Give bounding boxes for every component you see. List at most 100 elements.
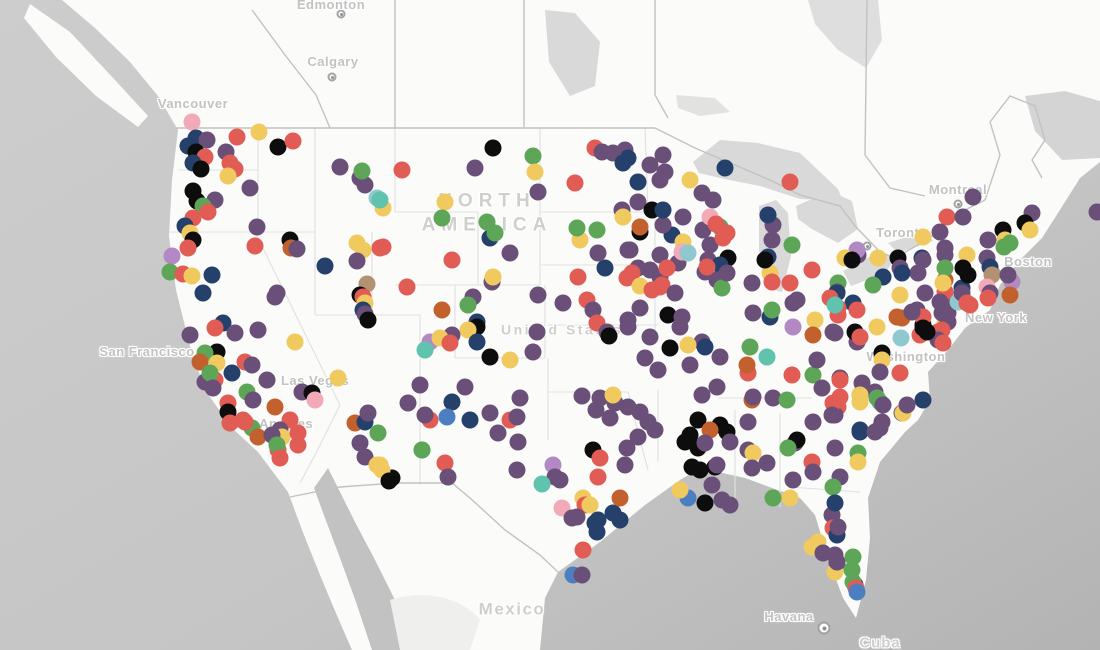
- data-point[interactable]: [399, 394, 417, 412]
- data-point[interactable]: [1021, 221, 1039, 239]
- data-point[interactable]: [826, 494, 844, 512]
- data-point[interactable]: [743, 274, 761, 292]
- data-point[interactable]: [708, 456, 726, 474]
- data-point[interactable]: [831, 371, 849, 389]
- data-point[interactable]: [914, 251, 932, 269]
- data-point[interactable]: [764, 489, 782, 507]
- data-point[interactable]: [508, 408, 526, 426]
- data-point[interactable]: [658, 259, 676, 277]
- data-point[interactable]: [316, 257, 334, 275]
- data-point[interactable]: [701, 236, 719, 254]
- data-point[interactable]: [823, 406, 841, 424]
- data-point[interactable]: [864, 276, 882, 294]
- data-point[interactable]: [979, 289, 997, 307]
- data-point[interactable]: [783, 236, 801, 254]
- data-point[interactable]: [916, 284, 934, 302]
- data-point[interactable]: [629, 173, 647, 191]
- data-point[interactable]: [588, 221, 606, 239]
- data-point[interactable]: [718, 264, 736, 282]
- data-point[interactable]: [804, 326, 822, 344]
- data-point[interactable]: [629, 428, 647, 446]
- data-point[interactable]: [851, 423, 869, 441]
- data-point[interactable]: [914, 391, 932, 409]
- data-point[interactable]: [671, 318, 689, 336]
- data-point[interactable]: [679, 244, 697, 262]
- data-point[interactable]: [784, 318, 802, 336]
- data-point[interactable]: [958, 294, 976, 312]
- data-point[interactable]: [201, 364, 219, 382]
- data-point[interactable]: [636, 349, 654, 367]
- data-point[interactable]: [501, 351, 519, 369]
- data-point[interactable]: [359, 311, 377, 329]
- data-point[interactable]: [873, 413, 891, 431]
- data-point[interactable]: [288, 240, 306, 258]
- data-point[interactable]: [918, 323, 936, 341]
- data-point[interactable]: [306, 391, 324, 409]
- data-point[interactable]: [1088, 203, 1100, 221]
- data-point[interactable]: [623, 264, 641, 282]
- data-point[interactable]: [891, 364, 909, 382]
- data-point[interactable]: [393, 161, 411, 179]
- data-point[interactable]: [573, 387, 591, 405]
- data-point[interactable]: [829, 518, 847, 536]
- data-point[interactable]: [574, 541, 592, 559]
- data-point[interactable]: [676, 433, 694, 451]
- data-point[interactable]: [600, 327, 618, 345]
- data-point[interactable]: [756, 251, 774, 269]
- data-point[interactable]: [703, 476, 721, 494]
- data-point[interactable]: [696, 434, 714, 452]
- data-point[interactable]: [529, 286, 547, 304]
- data-point[interactable]: [631, 299, 649, 317]
- data-point[interactable]: [416, 406, 434, 424]
- data-point[interactable]: [826, 439, 844, 457]
- data-point[interactable]: [849, 453, 867, 471]
- data-point[interactable]: [679, 336, 697, 354]
- data-point[interactable]: [236, 413, 254, 431]
- data-point[interactable]: [481, 404, 499, 422]
- data-point[interactable]: [851, 328, 869, 346]
- data-point[interactable]: [694, 221, 712, 239]
- data-point[interactable]: [713, 279, 731, 297]
- data-point[interactable]: [704, 191, 722, 209]
- data-point[interactable]: [721, 433, 739, 451]
- data-point[interactable]: [813, 379, 831, 397]
- data-point[interactable]: [979, 231, 997, 249]
- data-point[interactable]: [223, 364, 241, 382]
- data-point[interactable]: [588, 523, 606, 541]
- data-point[interactable]: [611, 489, 629, 507]
- data-point[interactable]: [641, 328, 659, 346]
- data-point[interactable]: [708, 378, 726, 396]
- data-point[interactable]: [938, 208, 956, 226]
- data-point[interactable]: [803, 261, 821, 279]
- data-point[interactable]: [563, 509, 581, 527]
- data-point[interactable]: [693, 386, 711, 404]
- data-point[interactable]: [711, 348, 729, 366]
- data-point[interactable]: [573, 566, 591, 584]
- data-point[interactable]: [511, 389, 529, 407]
- data-point[interactable]: [844, 548, 862, 566]
- data-point[interactable]: [568, 219, 586, 237]
- data-point[interactable]: [206, 319, 224, 337]
- data-point[interactable]: [618, 439, 636, 457]
- data-point[interactable]: [163, 247, 181, 265]
- data-point[interactable]: [784, 294, 802, 312]
- data-point[interactable]: [371, 191, 389, 209]
- data-point[interactable]: [744, 388, 762, 406]
- data-point[interactable]: [587, 401, 605, 419]
- data-point[interactable]: [696, 338, 714, 356]
- data-point[interactable]: [219, 167, 237, 185]
- data-point[interactable]: [249, 321, 267, 339]
- data-point[interactable]: [266, 288, 284, 306]
- data-point[interactable]: [781, 173, 799, 191]
- data-point[interactable]: [359, 404, 377, 422]
- data-point[interactable]: [289, 436, 307, 454]
- data-point[interactable]: [241, 179, 259, 197]
- data-point[interactable]: [1001, 234, 1019, 252]
- data-point[interactable]: [654, 216, 672, 234]
- data-point[interactable]: [601, 409, 619, 427]
- data-point[interactable]: [192, 160, 210, 178]
- data-point[interactable]: [524, 147, 542, 165]
- data-point[interactable]: [249, 428, 267, 446]
- data-point[interactable]: [329, 369, 347, 387]
- data-point[interactable]: [714, 229, 732, 247]
